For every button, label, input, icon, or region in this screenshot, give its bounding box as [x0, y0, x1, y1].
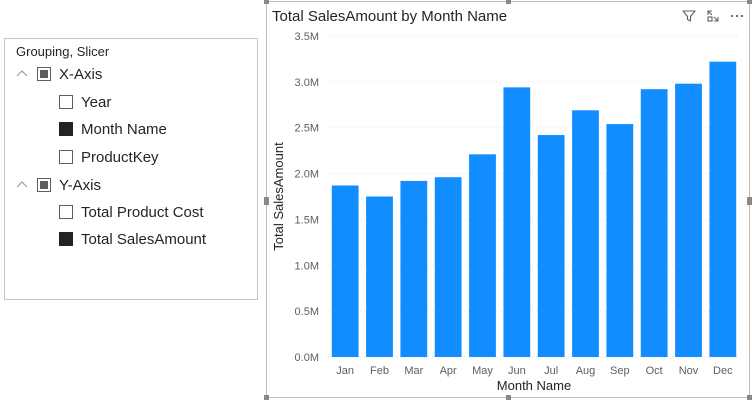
- slicer-group-y-axis[interactable]: Y-Axis: [15, 174, 101, 196]
- slicer-item-year[interactable]: Year: [59, 91, 111, 113]
- checkbox-y-axis[interactable]: [37, 178, 51, 192]
- slicer-group-x-axis[interactable]: X-Axis: [15, 63, 102, 85]
- x-tick-label: Aug: [576, 365, 596, 377]
- bar-may[interactable]: [469, 154, 496, 357]
- column-chart-visual[interactable]: 0.0M 0.5M 1.0M 1.5M 2.0M 2.5M 3.0M 3.5M Jan Feb Ma…: [264, 0, 752, 400]
- resize-handle-top-right[interactable]: [747, 0, 752, 4]
- bar-jan[interactable]: [331, 185, 359, 357]
- checkbox-year[interactable]: [59, 95, 73, 109]
- checkbox-total-product-cost[interactable]: [59, 205, 73, 219]
- focus-mode-icon[interactable]: [704, 7, 722, 25]
- item-label-total-salesamount: Total SalesAmount: [81, 230, 207, 248]
- group-label-x-axis: X-Axis: [59, 65, 103, 83]
- group-label-y-axis: Y-Axis: [59, 176, 101, 194]
- x-tick-label: Apr: [440, 365, 457, 377]
- y-tick-label: 1.0M: [295, 260, 319, 272]
- grouping-slicer: Grouping, Slicer X-Axis Year Month Name …: [4, 38, 258, 300]
- resize-handle-bottom-left[interactable]: [264, 395, 269, 400]
- resize-handle-bottom[interactable]: [506, 395, 511, 400]
- x-tick-label: Jul: [544, 365, 558, 377]
- chart-canvas: 0.0M 0.5M 1.0M 1.5M 2.0M 2.5M 3.0M 3.5M Jan Feb Ma…: [271, 31, 740, 393]
- x-axis-title: Month Name: [497, 378, 571, 393]
- item-label-total-product-cost: Total Product Cost: [81, 203, 204, 221]
- y-tick-label: 0.5M: [295, 306, 319, 318]
- bar-sep[interactable]: [606, 124, 634, 357]
- y-tick-label: 3.0M: [295, 77, 319, 89]
- y-tick-label: 1.5M: [295, 214, 319, 226]
- bar-nov[interactable]: [675, 83, 702, 357]
- item-label-month-name: Month Name: [81, 120, 167, 138]
- bar-jun[interactable]: [503, 87, 531, 358]
- x-tick-label: Jan: [336, 365, 354, 377]
- item-label-year: Year: [81, 93, 112, 111]
- item-label-productkey: ProductKey: [81, 148, 159, 166]
- resize-handle-top[interactable]: [506, 0, 511, 4]
- slicer-item-productkey[interactable]: ProductKey: [59, 146, 159, 168]
- bar-aug[interactable]: [572, 110, 599, 357]
- slicer-item-month-name[interactable]: Month Name: [59, 118, 167, 140]
- y-tick-label: 2.5M: [295, 123, 319, 135]
- slicer-item-total-salesamount[interactable]: Total SalesAmount: [59, 228, 206, 250]
- chart-title: Total SalesAmount by Month Name: [272, 8, 508, 25]
- checkbox-month-name[interactable]: [59, 122, 73, 136]
- x-tick-label: Feb: [370, 365, 389, 377]
- bar-apr[interactable]: [434, 177, 462, 357]
- x-tick-label: Nov: [679, 365, 699, 377]
- x-tick-label: May: [472, 365, 493, 377]
- checkbox-total-salesamount[interactable]: [59, 232, 73, 246]
- checkbox-productkey[interactable]: [59, 150, 73, 164]
- resize-handle-right[interactable]: [747, 197, 752, 205]
- chevron-up-icon[interactable]: [15, 178, 29, 192]
- bar-mar[interactable]: [400, 180, 428, 357]
- x-tick-label: Jun: [508, 365, 526, 377]
- more-options-icon[interactable]: [728, 7, 746, 25]
- y-tick-label: 2.0M: [295, 169, 319, 181]
- chevron-up-icon[interactable]: [15, 67, 29, 81]
- x-tick-label: Oct: [646, 365, 663, 377]
- slicer-title: Grouping, Slicer: [16, 44, 110, 59]
- y-tick-label: 3.5M: [295, 31, 319, 43]
- x-tick-label: Dec: [713, 365, 733, 377]
- filter-icon[interactable]: [680, 7, 698, 25]
- x-tick-label: Mar: [404, 365, 423, 377]
- checkbox-x-axis[interactable]: [37, 67, 51, 81]
- bar-feb[interactable]: [366, 196, 393, 358]
- bar-oct[interactable]: [640, 89, 668, 358]
- bar-jul[interactable]: [537, 135, 565, 357]
- resize-handle-bottom-right[interactable]: [747, 395, 752, 400]
- resize-handle-top-left[interactable]: [264, 0, 269, 4]
- slicer-item-total-product-cost[interactable]: Total Product Cost: [59, 201, 204, 223]
- x-tick-label: Sep: [610, 365, 630, 377]
- y-tick-label: 0.0M: [295, 352, 319, 364]
- bar-dec[interactable]: [709, 61, 737, 358]
- resize-handle-left[interactable]: [264, 197, 269, 205]
- y-axis-title: Total SalesAmount: [271, 142, 286, 251]
